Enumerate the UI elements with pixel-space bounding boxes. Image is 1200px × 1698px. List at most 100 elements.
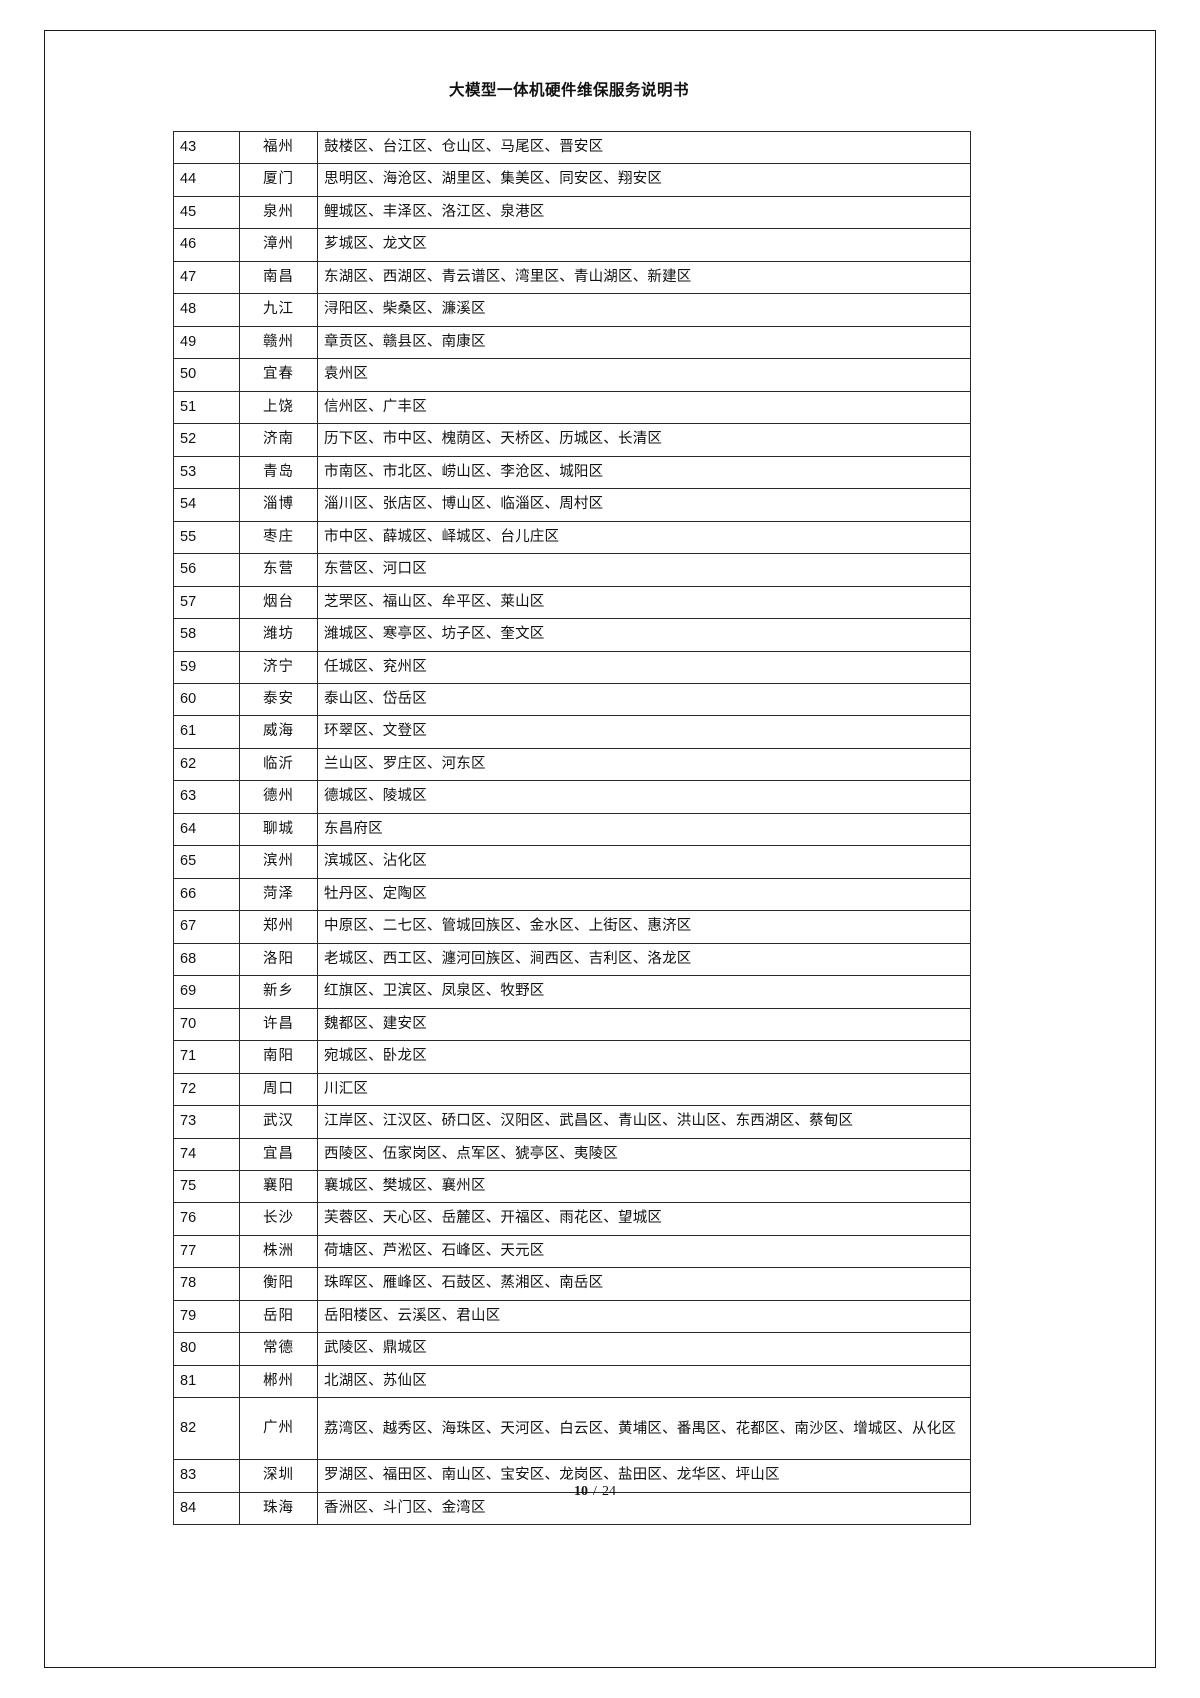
table-row: 64 聊城 东昌府区 (173, 812, 971, 847)
cell-districts: 荷塘区、芦淞区、石峰区、天元区 (317, 1234, 971, 1269)
cell-city: 洛阳 (239, 942, 318, 977)
cell-districts: 鼓楼区、台江区、仓山区、马尾区、晋安区 (317, 130, 971, 165)
cell-districts: 罗湖区、福田区、南山区、宝安区、龙岗区、盐田区、龙华区、坪山区 (317, 1459, 971, 1493)
cell-districts: 红旗区、卫滨区、凤泉区、牧野区 (317, 975, 971, 1009)
cell-index: 54 (173, 488, 240, 522)
cell-index: 69 (173, 975, 240, 1009)
cell-index: 50 (173, 358, 240, 392)
cell-city: 淄博 (239, 488, 318, 522)
table-row: 72 周口 川汇区 (173, 1072, 971, 1107)
table-row: 47 南昌 东湖区、西湖区、青云谱区、湾里区、青山湖区、新建区 (173, 260, 971, 295)
cell-city: 菏泽 (239, 877, 318, 912)
cell-city: 滨州 (239, 845, 318, 879)
cell-city: 宜昌 (239, 1137, 318, 1172)
cell-city: 郑州 (239, 910, 318, 944)
cell-index: 46 (173, 228, 240, 262)
table-row: 63 德州 德城区、陵城区 (173, 780, 971, 814)
table-row: 55 枣庄 市中区、薛城区、峄城区、台儿庄区 (173, 520, 971, 555)
cell-districts: 老城区、西工区、瀍河回族区、涧西区、吉利区、洛龙区 (317, 942, 971, 977)
cell-districts: 章贡区、赣县区、南康区 (317, 325, 971, 360)
cell-index: 48 (173, 293, 240, 327)
cell-index: 59 (173, 650, 240, 684)
cell-city: 烟台 (239, 585, 318, 620)
cell-districts: 芝罘区、福山区、牟平区、莱山区 (317, 585, 971, 620)
cell-index: 77 (173, 1234, 240, 1269)
cell-city: 襄阳 (239, 1169, 318, 1204)
cell-districts: 香洲区、斗门区、金湾区 (317, 1491, 971, 1526)
table-row: 48 九江 浔阳区、柴桑区、濂溪区 (173, 293, 971, 327)
cell-city: 郴州 (239, 1364, 318, 1399)
cell-districts: 魏都区、建安区 (317, 1007, 971, 1042)
cell-city: 南昌 (239, 260, 318, 295)
cell-city: 德州 (239, 780, 318, 814)
cell-districts: 潍城区、寒亭区、坊子区、奎文区 (317, 618, 971, 652)
cell-city: 潍坊 (239, 618, 318, 652)
district-coverage-table: 43 福州 鼓楼区、台江区、仓山区、马尾区、晋安区 44 厦门 思明区、海沧区、湖里区、集… (173, 130, 971, 1526)
table-row: 59 济宁 任城区、兖州区 (173, 650, 971, 684)
table-row: 62 临沂 兰山区、罗庄区、河东区 (173, 747, 971, 782)
cell-districts: 泰山区、岱岳区 (317, 682, 971, 717)
cell-districts: 东湖区、西湖区、青云谱区、湾里区、青山湖区、新建区 (317, 260, 971, 295)
district-table-container: 43 福州 鼓楼区、台江区、仓山区、马尾区、晋安区 44 厦门 思明区、海沧区、湖里区、集… (173, 130, 971, 1526)
table-row: 82 广州 荔湾区、越秀区、海珠区、天河区、白云区、黄埔区、番禺区、花都区、南沙区、… (173, 1397, 971, 1461)
cell-city: 衡阳 (239, 1267, 318, 1301)
cell-index: 43 (173, 130, 240, 165)
cell-index: 61 (173, 715, 240, 749)
cell-districts: 宛城区、卧龙区 (317, 1040, 971, 1074)
cell-districts: 历下区、市中区、槐荫区、天桥区、历城区、长清区 (317, 423, 971, 457)
cell-index: 79 (173, 1299, 240, 1334)
cell-city: 济宁 (239, 650, 318, 684)
table-row: 74 宜昌 西陵区、伍家岗区、点军区、猇亭区、夷陵区 (173, 1137, 971, 1172)
cell-districts: 中原区、二七区、管城回族区、金水区、上街区、惠济区 (317, 910, 971, 944)
cell-index: 44 (173, 163, 240, 197)
cell-city: 广州 (239, 1397, 318, 1461)
cell-city: 泉州 (239, 195, 318, 230)
footer-total-pages: 24 (601, 1484, 616, 1499)
table-row: 50 宜春 袁州区 (173, 358, 971, 392)
cell-index: 60 (173, 682, 240, 717)
page-footer: 10 / 24 (0, 1484, 1200, 1500)
table-row: 75 襄阳 襄城区、樊城区、襄州区 (173, 1169, 971, 1204)
cell-districts: 芗城区、龙文区 (317, 228, 971, 262)
cell-index: 73 (173, 1105, 240, 1139)
cell-city: 武汉 (239, 1105, 318, 1139)
table-row: 70 许昌 魏都区、建安区 (173, 1007, 971, 1042)
table-row: 80 常德 武陵区、鼎城区 (173, 1332, 971, 1366)
table-row: 60 泰安 泰山区、岱岳区 (173, 682, 971, 717)
cell-districts: 市中区、薛城区、峄城区、台儿庄区 (317, 520, 971, 555)
cell-index: 76 (173, 1202, 240, 1236)
table-row: 51 上饶 信州区、广丰区 (173, 390, 971, 425)
cell-city: 上饶 (239, 390, 318, 425)
cell-city: 许昌 (239, 1007, 318, 1042)
cell-districts: 东昌府区 (317, 812, 971, 847)
table-row: 52 济南 历下区、市中区、槐荫区、天桥区、历城区、长清区 (173, 423, 971, 457)
table-row: 69 新乡 红旗区、卫滨区、凤泉区、牧野区 (173, 975, 971, 1009)
footer-current-page: 10 (574, 1484, 589, 1499)
cell-index: 67 (173, 910, 240, 944)
cell-city: 宜春 (239, 358, 318, 392)
cell-city: 南阳 (239, 1040, 318, 1074)
cell-districts: 淄川区、张店区、博山区、临淄区、周村区 (317, 488, 971, 522)
table-row: 56 东营 东营区、河口区 (173, 553, 971, 587)
table-row: 65 滨州 滨城区、沾化区 (173, 845, 971, 879)
cell-districts: 西陵区、伍家岗区、点军区、猇亭区、夷陵区 (317, 1137, 971, 1172)
cell-city: 聊城 (239, 812, 318, 847)
cell-index: 80 (173, 1332, 240, 1366)
cell-index: 51 (173, 390, 240, 425)
cell-city: 岳阳 (239, 1299, 318, 1334)
table-row: 66 菏泽 牡丹区、定陶区 (173, 877, 971, 912)
cell-index: 84 (173, 1491, 240, 1526)
cell-index: 49 (173, 325, 240, 360)
cell-index: 55 (173, 520, 240, 555)
cell-index: 82 (173, 1397, 240, 1461)
cell-index: 74 (173, 1137, 240, 1172)
cell-districts: 北湖区、苏仙区 (317, 1364, 971, 1399)
cell-city: 青岛 (239, 455, 318, 490)
cell-districts: 牡丹区、定陶区 (317, 877, 971, 912)
cell-districts: 信州区、广丰区 (317, 390, 971, 425)
table-row: 77 株洲 荷塘区、芦淞区、石峰区、天元区 (173, 1234, 971, 1269)
cell-districts: 市南区、市北区、崂山区、李沧区、城阳区 (317, 455, 971, 490)
cell-city: 东营 (239, 553, 318, 587)
